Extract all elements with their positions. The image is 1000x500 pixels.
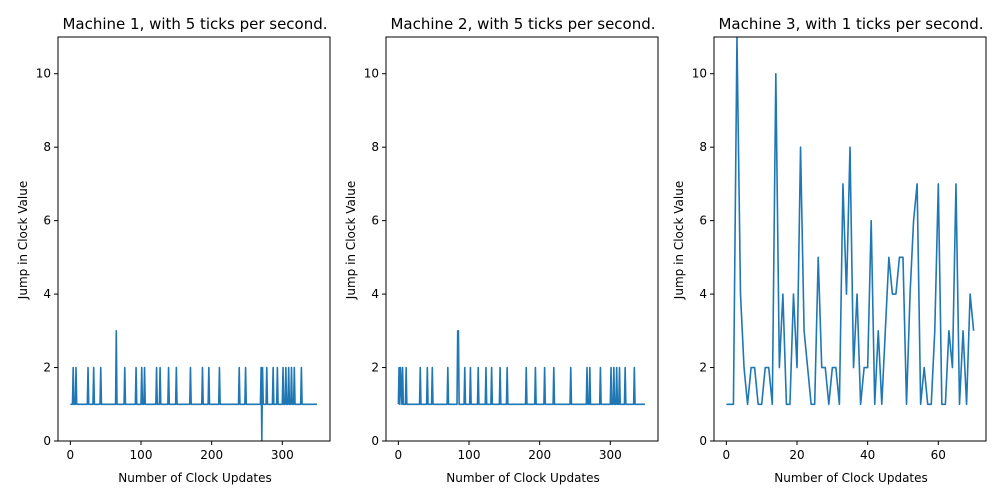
- axes-frame: [385, 36, 659, 442]
- y-tick-label: 6: [43, 214, 51, 228]
- y-tick-label: 4: [699, 287, 707, 301]
- series-line: [70, 330, 317, 441]
- y-tick-label: 2: [371, 361, 379, 375]
- y-tick-label: 0: [43, 434, 51, 448]
- y-tick-label: 4: [43, 287, 51, 301]
- y-tick-label: 10: [364, 67, 379, 81]
- x-axis-label: Number of Clock Updates: [118, 471, 272, 485]
- x-axis-label: Number of Clock Updates: [446, 471, 600, 485]
- y-tick-label: 8: [371, 140, 379, 154]
- series-line: [726, 37, 975, 406]
- x-tick-label: 40: [860, 448, 875, 462]
- axes-frame: [57, 36, 331, 442]
- chart-panel-machine-3: Machine 3, with 1 ticks per second. Numb…: [672, 15, 987, 485]
- x-tick-label: 200: [200, 448, 223, 462]
- plot-area: 0 100 200 300 0 2 4 6 8 10: [364, 67, 645, 462]
- x-tick-label: 300: [599, 448, 622, 462]
- x-tick-label: 300: [271, 448, 294, 462]
- series-line: [397, 330, 645, 406]
- y-tick-label: 8: [43, 140, 51, 154]
- y-axis-label: Jump in Clock Value: [672, 181, 686, 300]
- x-tick-label: 100: [458, 448, 481, 462]
- y-axis-label: Jump in Clock Value: [344, 181, 358, 300]
- y-tick-label: 2: [699, 361, 707, 375]
- y-tick-label: 8: [699, 140, 707, 154]
- x-tick-label: 0: [67, 448, 75, 462]
- chart-title: Machine 1, with 5 ticks per second.: [62, 15, 327, 33]
- x-tick-label: 200: [528, 448, 551, 462]
- axes-frame: [713, 36, 987, 442]
- x-tick-label: 60: [931, 448, 946, 462]
- x-tick-label: 0: [723, 448, 731, 462]
- x-tick-label: 100: [130, 448, 153, 462]
- y-tick-label: 10: [36, 67, 51, 81]
- x-axis-label: Number of Clock Updates: [774, 471, 928, 485]
- y-tick-label: 6: [371, 214, 379, 228]
- y-tick-label: 6: [699, 214, 707, 228]
- chart-panel-machine-2: Machine 2, with 5 ticks per second. Numb…: [344, 15, 659, 485]
- y-tick-label: 4: [371, 287, 379, 301]
- y-tick-label: 10: [692, 67, 707, 81]
- y-tick-label: 2: [43, 361, 51, 375]
- x-tick-label: 0: [395, 448, 403, 462]
- x-tick-label: 20: [789, 448, 804, 462]
- y-tick-label: 0: [371, 434, 379, 448]
- plot-area: 0 100 200 300 0 2 4 6 8 10: [36, 67, 317, 462]
- plot-area: 0 20 40 60 0 2 4 6 8 10: [692, 37, 975, 462]
- chart-title: Machine 2, with 5 ticks per second.: [390, 15, 655, 33]
- y-tick-label: 0: [699, 434, 707, 448]
- chart-title: Machine 3, with 1 ticks per second.: [718, 15, 983, 33]
- y-axis-label: Jump in Clock Value: [16, 181, 30, 300]
- chart-panel-machine-1: Machine 1, with 5 ticks per second. Numb…: [16, 15, 331, 485]
